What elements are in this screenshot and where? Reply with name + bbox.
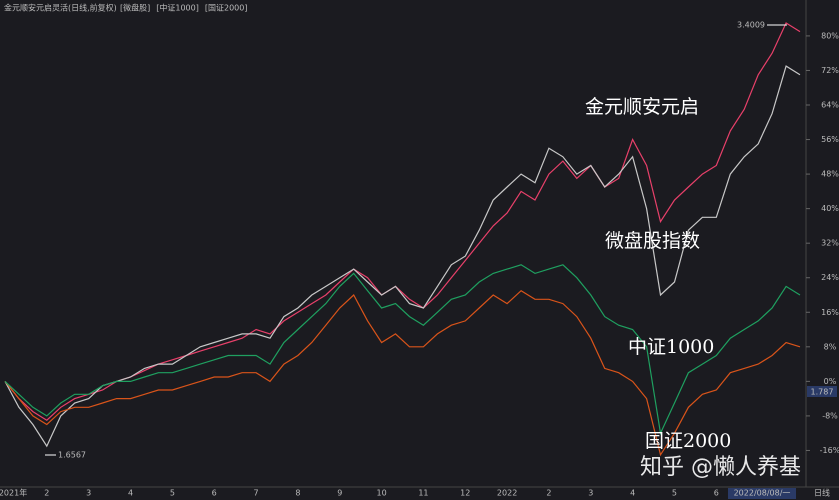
y-tick-label: -8% (822, 411, 838, 420)
x-tick-label: 5 (672, 489, 677, 498)
x-tick-label: 3 (588, 489, 593, 498)
x-tick-label: 2 (44, 489, 49, 498)
y-tick-label: 48% (821, 170, 839, 179)
series-line (4, 289, 801, 457)
y-tick-label: 64% (821, 101, 839, 110)
x-tick-label: 4 (128, 489, 133, 498)
chart-title: 金元顺安元启灵活(日线,前复权) (4, 3, 117, 13)
legend-entry: [中证1000] (156, 3, 199, 13)
high-annotation: 3.4009 (737, 21, 765, 30)
legend-entry: [微盘股] (120, 3, 150, 13)
x-tick-label: 4 (630, 489, 635, 498)
series-line (4, 264, 801, 436)
x-tick-label: 6 (212, 489, 217, 498)
y-tick-label: -16% (820, 446, 839, 455)
x-tick-label: 2022/08/08/一 (734, 489, 791, 498)
period-label: 日线 (814, 488, 830, 498)
current-box (807, 386, 837, 397)
y-tick-label: 72% (821, 66, 839, 75)
x-tick-label: 11 (418, 489, 428, 498)
x-tick-label: 3 (86, 489, 91, 498)
x-tick-label: 5 (170, 489, 175, 498)
series-label: 微盘股指数 (605, 230, 700, 252)
x-tick-label: 2021年 (0, 488, 27, 498)
y-tick-label: 32% (821, 239, 839, 248)
legend-entry: [国证2000] (205, 4, 248, 13)
y-tick-label: 0% (824, 377, 837, 386)
current-label: 1.787 (811, 388, 834, 397)
y-tick-label: 16% (821, 308, 839, 317)
x-tick-label: 10 (376, 489, 386, 498)
x-tick-label: 6 (714, 489, 719, 498)
series-line (4, 65, 801, 448)
x-label-box (728, 488, 796, 499)
x-tick-label: 8 (295, 489, 300, 498)
y-tick-label: 40% (821, 204, 839, 213)
series-label: 中证1000 (628, 336, 714, 358)
y-tick-label: 8% (824, 342, 837, 351)
low-annotation: 1.6567 (58, 451, 86, 460)
x-tick-label: 7 (254, 489, 259, 498)
x-tick-label: 12 (460, 489, 470, 498)
y-tick-label: 24% (821, 273, 839, 282)
series-label: 国证2000 (645, 430, 731, 452)
x-tick-label: 2022 (497, 489, 517, 498)
watermark: 知乎 @懒人养基 (640, 455, 801, 480)
series-line (4, 22, 801, 421)
x-tick-label: 9 (337, 489, 342, 498)
y-tick-label: 56% (821, 135, 839, 144)
y-tick-label: 80% (821, 31, 839, 40)
x-tick-label: 2 (546, 489, 551, 498)
series-label: 金元顺安元启 (585, 96, 699, 118)
